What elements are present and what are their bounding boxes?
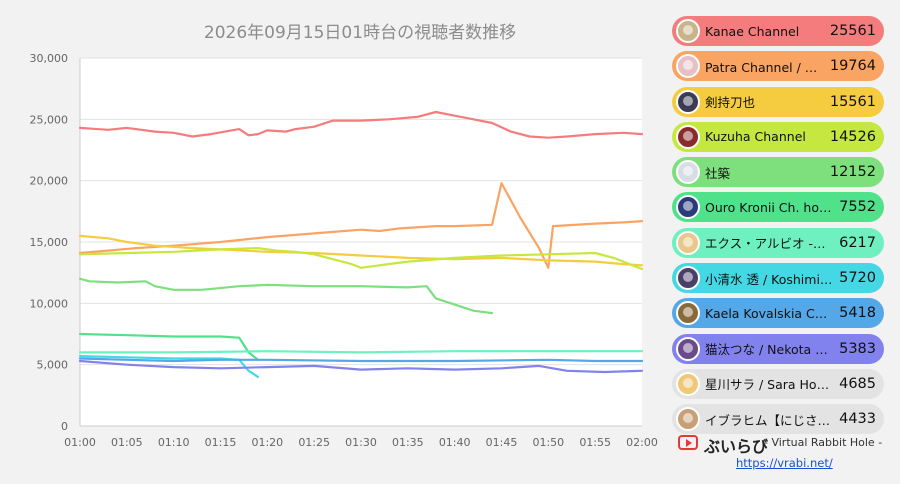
ranking-item[interactable]: イブラヒム【にじさんじ】 4433	[672, 404, 884, 435]
avatar-icon	[676, 54, 700, 79]
ranking-channel-name: Kanae Channel	[705, 23, 800, 39]
ranking-list: Kanae Channel 25561 Patra Channel / 周防パトラ 1…	[672, 16, 884, 436]
avatar-icon	[676, 371, 700, 396]
ranking-item[interactable]: Kuzuha Channel 14526	[672, 121, 884, 152]
series-line-3	[78, 247, 644, 271]
avatar-icon	[676, 195, 700, 220]
y-tick-label: 30,000	[30, 52, 69, 65]
line-chart: 0 5,000 10,000 15,000 20,000 25,000 30,000 01:0…	[30, 52, 658, 449]
ranking-item[interactable]: Patra Channel / 周防パトラ 19764	[672, 51, 884, 82]
y-tick-label: 5,000	[37, 359, 69, 372]
ranking-channel-name: エクス・アルビオ -Ex Albio-	[705, 236, 833, 252]
series-line-1	[78, 182, 644, 269]
avatar-icon	[676, 230, 700, 255]
brand-link[interactable]: https://vrabi.net/	[736, 456, 833, 470]
x-tick-label: 01:05	[111, 436, 143, 449]
ranking-item[interactable]: 社築 12152	[672, 157, 884, 188]
x-tick-label: 01:25	[298, 436, 330, 449]
avatar-icon	[676, 336, 700, 361]
y-tick-label: 20,000	[30, 175, 69, 188]
series-line-2	[78, 234, 644, 267]
ranking-viewer-count: 7552	[839, 199, 876, 216]
ranking-item[interactable]: 剣持刀也 15561	[672, 86, 884, 117]
x-tick-label: 01:15	[205, 436, 237, 449]
x-tick-label: 01:10	[158, 436, 190, 449]
x-tick-label: 01:45	[486, 436, 518, 449]
ranking-item[interactable]: エクス・アルビオ -Ex Albio- 6217	[672, 227, 884, 258]
x-tick-label: 01:55	[579, 436, 611, 449]
chart-title: 2026年09月15日01時台の視聴者数推移	[203, 23, 517, 43]
ranking-channel-name: 星川サラ / Sara Hoshikawa	[705, 377, 833, 393]
series-line-7	[78, 355, 260, 378]
series-line-0	[78, 110, 644, 139]
avatar-icon	[676, 19, 700, 43]
ranking-viewer-count: 15561	[829, 93, 876, 110]
chart-area: 2026年09月15日01時台の視聴者数推移 0 5,000 10,000 15,00…	[30, 23, 658, 449]
ranking-viewer-count: 5383	[839, 340, 876, 357]
ranking-item[interactable]: Ouro Kronii Ch. hololive-EN 7552	[672, 192, 884, 223]
ranking-item[interactable]: Kaela Kovalskia Ch. hololive-ID 5418	[672, 298, 884, 329]
ranking-viewer-count: 19764	[829, 58, 876, 75]
x-tick-label: 01:35	[392, 436, 424, 449]
x-tick-label: 01:40	[439, 436, 471, 449]
ranking-channel-name: 社築	[705, 165, 731, 181]
x-tick-label: 01:50	[532, 436, 564, 449]
ranking-channel-name: 猫汰つな / Nekota Tsuna	[705, 342, 833, 358]
ranking-viewer-count: 4685	[839, 375, 876, 392]
ranking-item[interactable]: 猫汰つな / Nekota Tsuna 5383	[672, 333, 884, 364]
y-tick-label: 25,000	[30, 113, 69, 126]
avatar-icon	[676, 266, 700, 291]
series-line-8	[78, 357, 644, 363]
ranking-channel-name: Kuzuha Channel	[705, 129, 806, 145]
series-line-4	[78, 277, 494, 315]
ranking-item[interactable]: Kanae Channel 25561	[672, 16, 884, 46]
ranking-item[interactable]: 小清水 透 / Koshimizu Toru 5720	[672, 263, 884, 294]
avatar-icon	[676, 124, 700, 149]
ranking-viewer-count: 12152	[829, 164, 876, 181]
series-line-6	[78, 350, 644, 354]
ranking-channel-name: 小清水 透 / Koshimizu Toru	[705, 271, 834, 287]
series-line-9	[78, 359, 644, 374]
brand-footer: ぶいらび - Virtual Rabbit Hole - https://vra…	[676, 433, 898, 477]
play-logo-icon	[678, 435, 698, 450]
ranking-channel-name: Ouro Kronii Ch. hololive-EN	[705, 199, 834, 215]
brand-tagline: - Virtual Rabbit Hole -	[764, 436, 883, 449]
ranking-viewer-count: 6217	[839, 234, 876, 251]
avatar-icon	[676, 301, 700, 326]
avatar-icon	[676, 160, 700, 185]
ranking-viewer-count: 5418	[839, 305, 876, 322]
brand-name: ぶいらび	[704, 437, 769, 456]
ranking-channel-name: 剣持刀也	[705, 95, 756, 111]
x-tick-label: 02:00	[626, 436, 658, 449]
avatar-icon	[676, 89, 700, 114]
y-tick-label: 10,000	[30, 297, 69, 310]
x-tick-label: 01:20	[251, 436, 283, 449]
ranking-viewer-count: 4433	[839, 411, 876, 428]
x-tick-label: 01:00	[64, 436, 96, 449]
ranking-viewer-count: 25561	[829, 23, 876, 39]
ranking-viewer-count: 5720	[839, 270, 876, 287]
y-tick-label: 15,000	[30, 236, 69, 249]
ranking-channel-name: Patra Channel / 周防パトラ	[705, 59, 824, 75]
x-tick-label: 01:30	[345, 436, 377, 449]
ranking-viewer-count: 14526	[829, 128, 876, 145]
ranking-channel-name: Kaela Kovalskia Ch. hololive-ID	[705, 305, 833, 321]
ranking-channel-name: イブラヒム【にじさんじ】	[705, 412, 833, 428]
ranking-item[interactable]: 星川サラ / Sara Hoshikawa 4685	[672, 368, 884, 399]
y-tick-label: 0	[61, 420, 68, 433]
avatar-icon	[676, 407, 700, 432]
